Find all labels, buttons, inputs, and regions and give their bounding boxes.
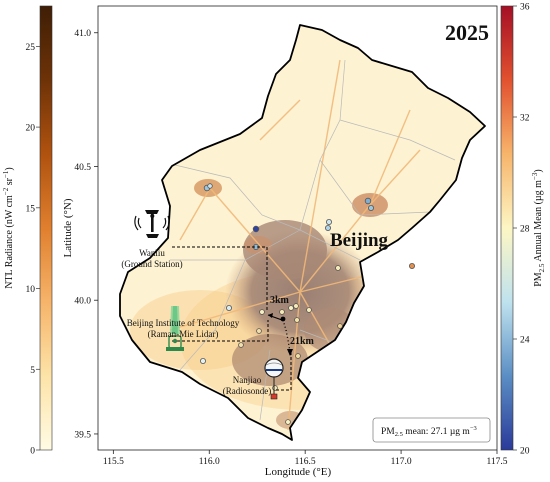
y-tick-label: 39.5 <box>74 430 91 440</box>
ntl-colorbar-tick-label: 25 <box>26 43 36 53</box>
year-label: 2025 <box>445 20 489 45</box>
station-marker <box>335 265 341 271</box>
wanliu-name: Wanliu <box>139 248 165 258</box>
x-tick-label: 116.5 <box>295 457 316 467</box>
x-axis-ticks: 115.5 116.0 116.5 117.0 117.5 <box>103 450 508 467</box>
x-tick-label: 115.5 <box>103 457 124 467</box>
ntl-raster <box>130 59 456 431</box>
beijing-boundary <box>119 24 486 441</box>
station-marker <box>252 225 260 233</box>
station-marker <box>367 204 374 211</box>
ntl-colorbar-ticks: 0 5 10 15 20 25 <box>26 43 40 457</box>
station-marker <box>207 183 213 189</box>
ntl-colorbar: 0 5 10 15 20 25 NTL Radiance (nW cm−2 sr−1) <box>2 5 53 457</box>
ground-station-icon <box>134 210 170 238</box>
y-axis-label: Latitude (°N) <box>62 198 74 257</box>
pm-colorbar-label: PM2.5 Annual Mean (µg m−3) <box>531 169 546 287</box>
nanjiao-name: Nanjiao <box>233 375 262 385</box>
wanliu-type: (Ground Station) <box>121 259 182 269</box>
bit-name: Beijing Institute of Technology <box>127 318 240 328</box>
y-axis-ticks: 41.0 40.5 40.0 39.5 <box>74 29 98 440</box>
station-marker <box>337 323 343 329</box>
nanjiao-leader <box>276 352 292 391</box>
station-marker <box>324 224 331 231</box>
pm-stations <box>199 183 415 425</box>
lidar-icon <box>166 306 184 351</box>
station-marker <box>325 218 332 225</box>
y-tick-label: 40.0 <box>74 297 91 307</box>
pm-colorbar: 20 24 28 32 36 PM2.5 Annual Mean (µg m−3) <box>500 3 546 457</box>
pm-colorbar-tick-label: 36 <box>520 3 530 13</box>
pm-mean-text: PM2.5 mean: 27.1 µg m−3 <box>381 425 477 438</box>
district-boundaries <box>170 59 456 421</box>
station-marker <box>256 328 262 334</box>
y-tick-label: 40.5 <box>74 163 91 173</box>
pm-colorbar-tick-label: 20 <box>520 447 530 457</box>
distance-21km-label: 21km <box>290 336 315 347</box>
bit-type: (Raman-Mie Lidar) <box>148 329 219 339</box>
station-marker <box>364 197 372 205</box>
nanjiao-type: (Radiosonde) <box>223 386 272 396</box>
ntl-colorbar-tick-label: 20 <box>26 124 36 134</box>
radiosonde-icon <box>264 358 284 400</box>
station-marker <box>279 309 285 315</box>
ntl-colorbar-tick-label: 0 <box>30 447 35 457</box>
ntl-colorbar-bar <box>39 5 53 451</box>
station-marker <box>285 419 291 425</box>
ntl-colorbar-label: NTL Radiance (nW cm−2 sr−1) <box>2 167 15 289</box>
pm-colorbar-tick-label: 32 <box>520 114 530 124</box>
map-panel: 3km 21km Wanliu (Ground Station) Beijing… <box>62 5 508 478</box>
ntl-colorbar-tick-label: 5 <box>30 366 35 376</box>
station-marker <box>238 342 244 348</box>
pm-colorbar-ticks: 20 24 28 32 36 <box>513 3 530 457</box>
station-marker <box>306 307 312 313</box>
station-marker <box>294 317 300 323</box>
pm-colorbar-tick-label: 28 <box>520 225 530 235</box>
x-tick-label: 116.0 <box>199 457 220 467</box>
station-marker <box>293 303 299 309</box>
station-marker <box>199 357 206 364</box>
station-marker <box>225 304 232 311</box>
station-marker <box>288 305 294 311</box>
pm-colorbar-tick-label: 24 <box>520 336 530 346</box>
arrow-21km-head <box>287 349 293 356</box>
pm-mean-box: PM2.5 mean: 27.1 µg m−3 <box>372 417 491 443</box>
pm-colorbar-bar <box>500 5 514 451</box>
road-network <box>169 59 421 431</box>
wanliu-leader <box>172 246 268 312</box>
station-marker <box>408 262 415 269</box>
station-marker <box>259 309 265 315</box>
region-label: Beijing <box>330 230 389 251</box>
arrow-3km-head <box>268 313 273 318</box>
ntl-colorbar-tick-label: 10 <box>26 285 36 295</box>
urban-north <box>243 220 327 280</box>
bit-site-dot <box>280 316 286 322</box>
distance-3km-label: 3km <box>270 295 290 306</box>
bit-leader <box>172 320 269 342</box>
station-marker <box>295 353 301 359</box>
x-tick-label: 117.5 <box>486 457 507 467</box>
site-leader-lines <box>172 246 292 391</box>
distance-arrows: 3km 21km <box>267 295 315 356</box>
x-tick-label: 117.0 <box>391 457 412 467</box>
y-tick-label: 41.0 <box>74 29 91 39</box>
ntl-colorbar-tick-label: 15 <box>26 204 36 214</box>
x-axis-label: Longitude (°E) <box>265 466 332 478</box>
